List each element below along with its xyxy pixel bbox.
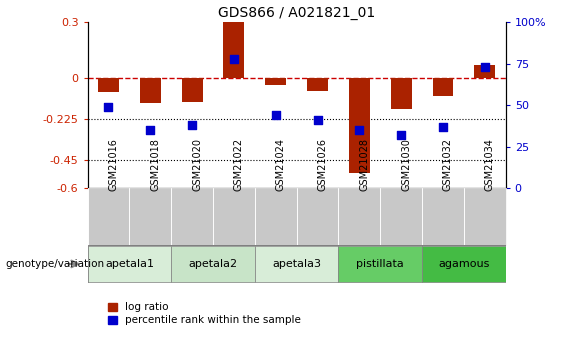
Title: GDS866 / A021821_01: GDS866 / A021821_01 (218, 6, 375, 20)
Text: GSM21026: GSM21026 (318, 138, 328, 191)
Bar (140, 78, 161, 104)
Text: GSM21016: GSM21016 (108, 138, 119, 191)
Point (104, 104, 113, 110)
Bar (349, 78, 370, 173)
Point (188, 122, 197, 128)
Text: GSM21028: GSM21028 (359, 138, 370, 191)
Point (438, 124, 447, 129)
Text: GSM21032: GSM21032 (443, 138, 453, 191)
Bar (255, 188, 297, 245)
Bar (98, 78, 119, 92)
Point (313, 117, 322, 123)
Bar (433, 78, 453, 96)
Point (229, 56, 238, 62)
Text: genotype/variation: genotype/variation (6, 259, 105, 269)
Text: apetala1: apetala1 (105, 259, 154, 269)
Point (271, 112, 280, 118)
Bar (422, 188, 464, 245)
Bar (171, 188, 213, 245)
Bar (475, 65, 496, 78)
Bar (297, 188, 338, 245)
Bar (391, 78, 412, 109)
Point (355, 127, 364, 133)
Bar (338, 188, 380, 245)
Point (480, 65, 489, 70)
Bar (88, 246, 171, 282)
Bar (224, 22, 244, 78)
Point (397, 132, 406, 138)
Text: GSM21022: GSM21022 (234, 138, 244, 191)
Text: GSM21034: GSM21034 (485, 138, 495, 191)
Text: agamous: agamous (438, 259, 489, 269)
Text: apetala3: apetala3 (272, 259, 321, 269)
Text: GSM21018: GSM21018 (150, 138, 160, 191)
Bar (129, 188, 171, 245)
Bar (171, 246, 255, 282)
Bar (182, 78, 202, 101)
Bar (255, 246, 338, 282)
Bar (380, 188, 422, 245)
Bar (422, 246, 506, 282)
Bar (213, 188, 255, 245)
Text: GSM21020: GSM21020 (192, 138, 202, 191)
Bar (88, 188, 129, 245)
Point (146, 127, 155, 133)
Text: apetala2: apetala2 (189, 259, 237, 269)
Text: GSM21030: GSM21030 (401, 138, 411, 191)
Bar (307, 78, 328, 90)
Bar (464, 188, 506, 245)
Legend: log ratio, percentile rank within the sample: log ratio, percentile rank within the sa… (104, 298, 305, 329)
Text: pistillata: pistillata (357, 259, 404, 269)
Bar (266, 78, 286, 85)
Text: GSM21024: GSM21024 (276, 138, 286, 191)
Bar (338, 246, 422, 282)
